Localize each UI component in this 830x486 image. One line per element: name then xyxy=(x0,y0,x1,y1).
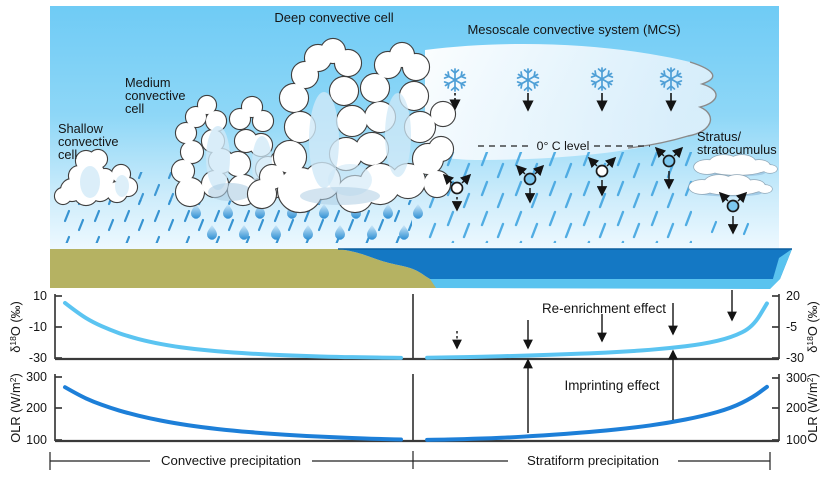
svg-text:200: 200 xyxy=(26,401,47,415)
svg-text:300: 300 xyxy=(786,371,807,385)
ocean-surface xyxy=(338,249,792,279)
d18o-right-axis-title: δ18O (‰) xyxy=(805,301,820,352)
d18o-right-ticks: 20 -5 -30 xyxy=(786,289,804,365)
ocean-side-edge xyxy=(770,249,792,289)
svg-text:convective: convective xyxy=(58,134,118,149)
svg-text:10: 10 xyxy=(33,289,47,303)
land-surface xyxy=(50,249,438,288)
svg-text:300: 300 xyxy=(26,370,47,384)
svg-text:Medium: Medium xyxy=(125,75,171,90)
svg-text:Shallow: Shallow xyxy=(58,121,104,136)
olr-convective-curve xyxy=(63,385,403,442)
section-brackets xyxy=(49,451,771,470)
snowfall-arrows xyxy=(449,93,677,112)
d18o-stratiform-curve xyxy=(425,301,769,360)
svg-text:-30: -30 xyxy=(29,351,47,365)
zero-degree-level: 0° C level xyxy=(478,139,650,153)
shallow-convective-cloud xyxy=(53,148,139,207)
medium-cell-label: Medium convective cell xyxy=(125,75,185,116)
svg-text:convective: convective xyxy=(125,88,185,103)
olr-left-axis-title: OLR (W/m2) xyxy=(8,373,23,442)
convective-section-label: Convective precipitation xyxy=(161,453,301,468)
raindrop-exchange-icons xyxy=(444,148,750,236)
svg-text:stratocumulus: stratocumulus xyxy=(697,142,777,157)
shallow-cell-label: Shallow convective cell xyxy=(58,121,118,162)
ocean-front-edge xyxy=(430,279,780,289)
stratus-label: Stratus/ stratocumulus xyxy=(697,129,777,157)
svg-text:200: 200 xyxy=(786,401,807,415)
svg-text:Stratus/: Stratus/ xyxy=(697,129,742,144)
zero-degree-label: 0° C level xyxy=(537,139,590,153)
charts: 10 -10 -30 300 200 100 20 -5 -30 300 200… xyxy=(8,289,820,470)
svg-text:-10: -10 xyxy=(29,320,47,334)
svg-text:cell: cell xyxy=(58,147,77,162)
d18o-convective-curve xyxy=(63,300,403,360)
d18o-left-ticks: 10 -10 -30 xyxy=(29,289,47,365)
re-enrichment-arrows xyxy=(452,290,737,350)
stratus-cloud xyxy=(688,154,778,197)
axis-lines xyxy=(54,294,780,441)
deep-convective-cloud xyxy=(246,37,457,214)
svg-text:100: 100 xyxy=(26,433,47,447)
mcs-anvil-cloud xyxy=(425,43,717,160)
re-enrichment-label: Re-enrichment effect xyxy=(542,301,666,316)
imprinting-arrows xyxy=(523,349,678,433)
imprinting-label: Imprinting effect xyxy=(564,378,659,393)
mcs-label: Mesoscale convective system (MCS) xyxy=(467,22,680,37)
stratiform-section-label: Stratiform precipitation xyxy=(527,453,659,468)
olr-stratiform-curve xyxy=(425,384,769,442)
d18o-left-axis-title: δ18O (‰) xyxy=(8,301,23,352)
olr-right-ticks: 300 200 100 xyxy=(786,371,807,447)
ground-strip xyxy=(50,248,792,289)
svg-text:20: 20 xyxy=(786,289,800,303)
svg-text:-30: -30 xyxy=(786,351,804,365)
olr-right-axis-title: OLR (W/m2) xyxy=(805,373,820,442)
deep-cell-label: Deep convective cell xyxy=(274,10,393,25)
olr-left-ticks: 300 200 100 xyxy=(26,370,47,447)
svg-text:100: 100 xyxy=(786,433,807,447)
rain-stratiform xyxy=(424,152,692,243)
svg-text:cell: cell xyxy=(125,101,144,116)
svg-text:-5: -5 xyxy=(786,320,797,334)
